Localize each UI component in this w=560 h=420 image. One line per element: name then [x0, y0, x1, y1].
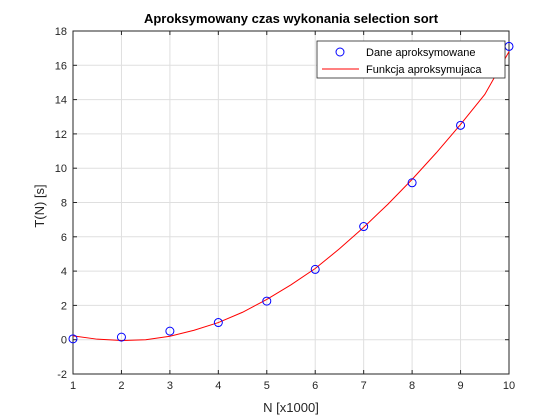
- data-point: [310, 264, 320, 274]
- legend-marker-icon: [335, 47, 345, 57]
- y-tick-label: 14: [55, 95, 67, 107]
- legend-label-data: Dane aproksymowane: [366, 47, 475, 59]
- data-point: [359, 222, 369, 232]
- y-tick-label: 8: [61, 198, 67, 210]
- x-tick-label: 5: [264, 380, 270, 392]
- x-tick-label: 9: [457, 380, 463, 392]
- y-tick-label: 12: [55, 129, 67, 141]
- data-point: [213, 318, 223, 328]
- x-tick-label: 3: [167, 380, 173, 392]
- x-tick-label: 8: [409, 380, 415, 392]
- y-tick-label: 2: [61, 300, 67, 312]
- y-tick-label: 0: [61, 335, 67, 347]
- y-tick-label: 10: [55, 163, 67, 175]
- x-tick-label: 10: [503, 380, 515, 392]
- y-tick-label: 6: [61, 232, 67, 244]
- data-point: [68, 334, 78, 344]
- y-tick-label: 16: [55, 60, 67, 72]
- data-point: [262, 296, 272, 306]
- x-tick-label: 2: [118, 380, 124, 392]
- fit-line: [72, 51, 510, 342]
- y-tick-label: -2: [57, 369, 67, 381]
- x-tick-label: 7: [361, 380, 367, 392]
- y-tick-label: 18: [55, 26, 67, 38]
- series: [68, 41, 514, 344]
- y-tick-label: 4: [61, 266, 67, 278]
- legend: Dane aproksymowane Funkcja aproksymujaca: [316, 40, 506, 79]
- x-tick-label: 4: [215, 380, 221, 392]
- x-tick-label: 6: [312, 380, 318, 392]
- data-point: [165, 326, 175, 336]
- data-point: [116, 332, 126, 342]
- legend-box: [316, 40, 506, 79]
- data-point: [456, 120, 466, 130]
- legend-label-fit: Funkcja aproksymujaca: [366, 64, 482, 76]
- x-tick-label: 1: [70, 380, 76, 392]
- data-point: [407, 178, 417, 188]
- y-axis-label: T(N) [s]: [32, 184, 47, 227]
- chart-title: Aproksymowany czas wykonania selection s…: [144, 11, 439, 26]
- x-axis-label: N [x1000]: [263, 400, 319, 415]
